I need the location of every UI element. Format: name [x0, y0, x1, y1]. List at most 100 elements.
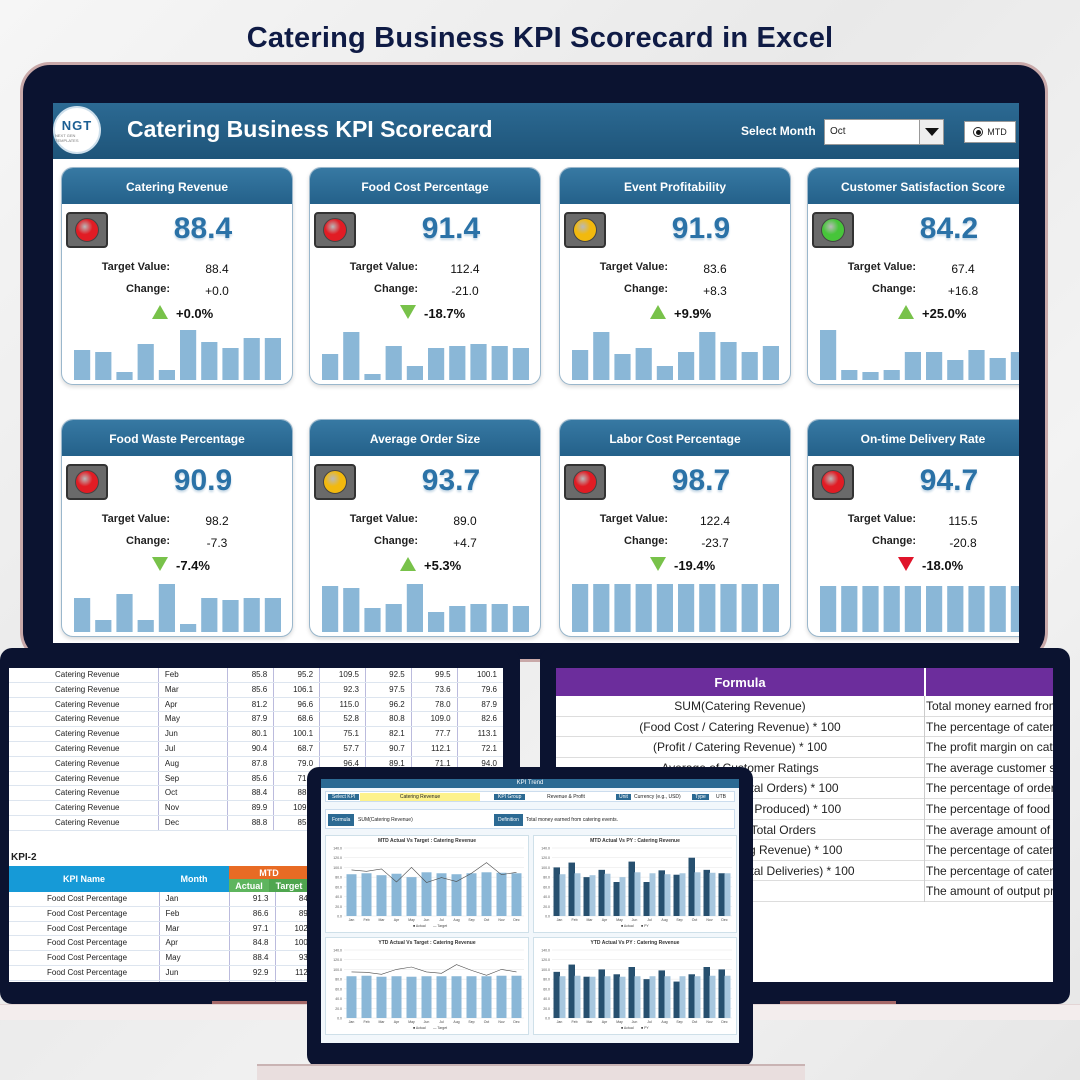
- table-cell[interactable]: Catering Revenue: [9, 800, 159, 816]
- table-cell[interactable]: 80.1: [227, 726, 274, 742]
- table-cell[interactable]: 79.6: [456, 682, 503, 698]
- table-cell[interactable]: Apr: [158, 935, 229, 952]
- table-cell[interactable]: Jun: [157, 726, 228, 742]
- table-cell[interactable]: Food Cost Percentage: [9, 950, 159, 966]
- formula-description[interactable]: The percentage of caterin: [926, 863, 1053, 878]
- table-cell[interactable]: 93.7: [228, 980, 275, 982]
- radio-icon[interactable]: [973, 127, 984, 137]
- table-cell[interactable]: Catering Revenue: [9, 741, 159, 757]
- table-cell[interactable]: 96.6: [273, 697, 320, 713]
- table-cell[interactable]: 112.1: [410, 741, 458, 757]
- table-cell[interactable]: Mar: [157, 682, 228, 698]
- table-cell[interactable]: Aug: [157, 756, 228, 772]
- formula-description[interactable]: Total money earned from: [926, 699, 1053, 713]
- table-cell[interactable]: Catering Revenue: [9, 668, 159, 683]
- formula-description[interactable]: The profit margin on cat: [926, 740, 1053, 755]
- table-cell[interactable]: Food Cost Percentage: [9, 892, 159, 907]
- table-cell[interactable]: 68.6: [273, 711, 320, 728]
- table-cell[interactable]: 81.2: [227, 697, 274, 713]
- table-cell[interactable]: 57.7: [319, 741, 366, 757]
- table-cell[interactable]: 87.8: [227, 756, 274, 772]
- table-cell[interactable]: Food Cost Percentage: [9, 935, 159, 952]
- table-cell[interactable]: 91.3: [228, 892, 275, 907]
- table-cell[interactable]: 100.1: [273, 726, 320, 742]
- table-cell[interactable]: Catering Revenue: [9, 785, 159, 802]
- table-cell[interactable]: 90.7: [364, 741, 412, 757]
- table-cell[interactable]: 88.8: [227, 815, 274, 831]
- month-dropdown[interactable]: Oct: [824, 119, 944, 145]
- table-cell[interactable]: 92.3: [319, 682, 366, 698]
- table-cell[interactable]: 77.7: [410, 726, 458, 742]
- table-cell[interactable]: 88.4: [228, 950, 275, 966]
- table-cell[interactable]: 85.8: [227, 668, 274, 683]
- formula-description[interactable]: The percentage of food t: [926, 802, 1053, 816]
- table-cell[interactable]: 89.9: [227, 800, 274, 816]
- table-cell[interactable]: Dec: [157, 815, 228, 831]
- table-cell[interactable]: 82.1: [364, 726, 412, 742]
- table-cell[interactable]: 92.9: [228, 965, 275, 981]
- table-cell[interactable]: 52.8: [319, 711, 366, 728]
- table-cell[interactable]: Jan: [158, 892, 229, 907]
- table-cell[interactable]: 87.9: [227, 711, 274, 728]
- table-cell[interactable]: Food Cost Percentage: [9, 965, 159, 981]
- table-cell[interactable]: 115.0: [319, 697, 366, 713]
- table-cell[interactable]: 109.5: [319, 668, 366, 683]
- table-cell[interactable]: Catering Revenue: [9, 682, 159, 698]
- table-cell[interactable]: 99.5: [410, 668, 458, 683]
- table-cell[interactable]: 87.9: [456, 697, 503, 713]
- table-cell[interactable]: Catering Revenue: [9, 726, 159, 742]
- table-cell[interactable]: 79.0: [273, 756, 320, 772]
- table-cell[interactable]: 73.6: [410, 682, 458, 698]
- table-cell[interactable]: Feb: [157, 668, 228, 683]
- table-cell[interactable]: 95.2: [273, 668, 320, 683]
- table-cell[interactable]: 88.4: [227, 785, 274, 802]
- table-cell[interactable]: 85.6: [227, 771, 274, 787]
- table-cell[interactable]: Food Cost Percentage: [9, 921, 159, 937]
- table-cell[interactable]: 97.5: [364, 682, 412, 698]
- table-cell[interactable]: Sep: [157, 771, 228, 787]
- table-cell[interactable]: Apr: [157, 697, 228, 713]
- formula-description[interactable]: The amount of output pro: [926, 884, 1053, 899]
- table-cell[interactable]: 109.0: [410, 711, 458, 728]
- table-cell[interactable]: 84.8: [228, 935, 275, 952]
- table-cell[interactable]: Feb: [158, 906, 229, 922]
- table-cell[interactable]: Catering Revenue: [9, 756, 159, 772]
- table-cell[interactable]: 73.1: [274, 980, 321, 982]
- table-cell[interactable]: May: [158, 950, 229, 966]
- formula-text[interactable]: SUM(Catering Revenue): [674, 699, 806, 713]
- table-cell[interactable]: Food Cost Percentage: [9, 980, 159, 982]
- table-cell[interactable]: Food Cost Percentage: [9, 906, 159, 922]
- table-cell[interactable]: Catering Revenue: [9, 697, 159, 713]
- table-cell[interactable]: Jul: [157, 741, 228, 757]
- table-cell[interactable]: 68.7: [273, 741, 320, 757]
- table-cell[interactable]: 85.6: [227, 682, 274, 698]
- table-cell[interactable]: 92.5: [364, 668, 412, 683]
- table-cell[interactable]: Oct: [157, 785, 228, 802]
- table-cell[interactable]: May: [157, 711, 228, 728]
- table-cell[interactable]: 82.6: [456, 711, 503, 728]
- table-cell[interactable]: 90.4: [227, 741, 274, 757]
- formula-text[interactable]: (Profit / Catering Revenue) * 100: [652, 740, 828, 755]
- table-cell[interactable]: Catering Revenue: [9, 815, 159, 831]
- table-cell[interactable]: Jul: [158, 980, 229, 982]
- formula-description[interactable]: The average amount of m: [926, 822, 1053, 837]
- table-cell[interactable]: 100.1: [456, 668, 503, 683]
- table-cell[interactable]: 96.2: [364, 697, 412, 713]
- formula-description[interactable]: The percentage of caterin: [926, 843, 1053, 858]
- table-cell[interactable]: 86.6: [228, 906, 275, 922]
- table-cell[interactable]: Catering Revenue: [9, 771, 159, 787]
- table-cell[interactable]: 75.1: [319, 726, 366, 742]
- table-cell[interactable]: 80.8: [364, 711, 412, 728]
- formula-description[interactable]: The percentage of caterin: [926, 719, 1053, 734]
- chevron-down-icon[interactable]: [919, 120, 943, 144]
- table-cell[interactable]: 113.1: [456, 726, 503, 742]
- table-cell[interactable]: Nov: [157, 800, 228, 816]
- mtd-radio[interactable]: MTD: [964, 121, 1016, 143]
- formula-description[interactable]: The average customer sa: [926, 760, 1053, 775]
- table-cell[interactable]: Jun: [158, 965, 229, 981]
- table-cell[interactable]: 78.0: [410, 697, 458, 713]
- formula-description[interactable]: The percentage of orders: [926, 781, 1053, 796]
- table-cell[interactable]: 72.1: [456, 741, 503, 757]
- table-cell[interactable]: Mar: [158, 921, 229, 937]
- table-cell[interactable]: Catering Revenue: [9, 711, 159, 728]
